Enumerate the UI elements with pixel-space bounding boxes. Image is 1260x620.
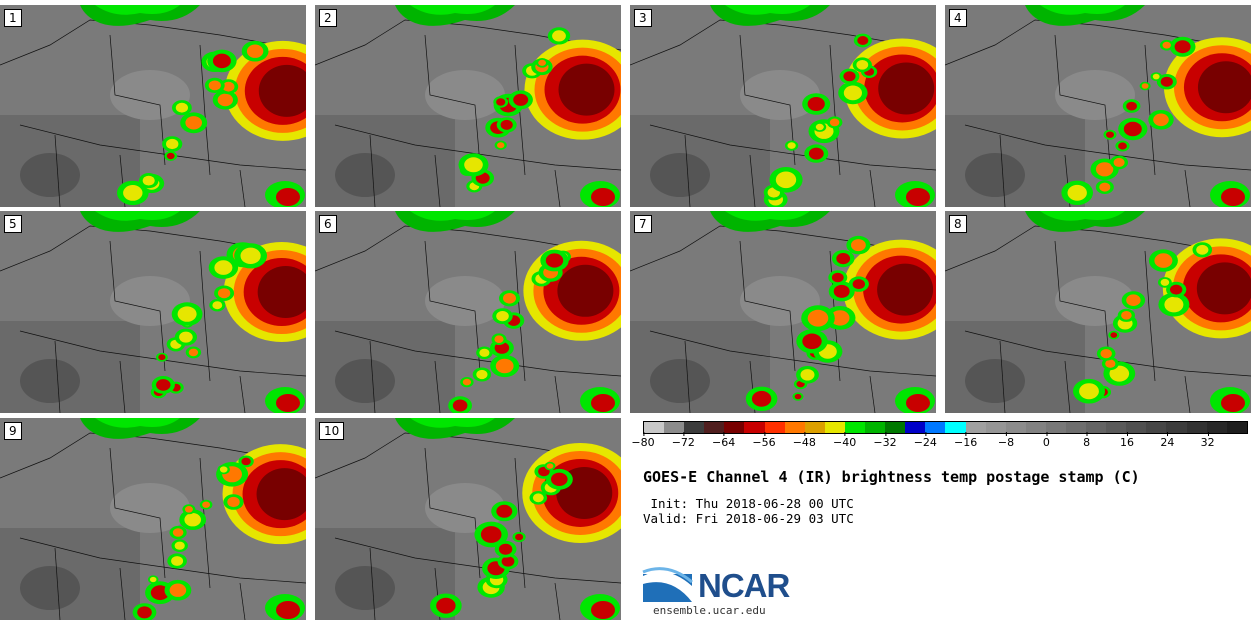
colorbar-swatch bbox=[804, 422, 825, 433]
colorbar-tick-label: 0 bbox=[1042, 432, 1050, 449]
colorbar-swatch bbox=[704, 422, 725, 433]
colorbar-swatch bbox=[724, 422, 745, 433]
website-url: ensemble.ucar.edu bbox=[653, 604, 766, 617]
colorbar-swatch bbox=[945, 422, 966, 433]
colorbar-tick-label: 32 bbox=[1200, 432, 1215, 449]
colorbar-tick-label: −48 bbox=[792, 432, 816, 449]
panel-number-label: 3 bbox=[634, 9, 652, 27]
colorbar-swatch bbox=[1086, 422, 1107, 433]
postage-stamp-panel: 8 bbox=[945, 211, 1251, 413]
colorbar-swatch bbox=[844, 422, 866, 433]
postage-stamp-panel: 5 bbox=[0, 211, 306, 413]
colorbar-swatch bbox=[1206, 422, 1227, 433]
postage-stamp-panel: 9 bbox=[0, 418, 306, 620]
colorbar bbox=[643, 421, 1248, 434]
colorbar-swatch bbox=[1226, 422, 1247, 433]
colorbar-swatch bbox=[644, 422, 665, 433]
valid-time: Valid: Fri 2018-06-29 03 UTC bbox=[643, 511, 854, 526]
postage-stamp-panel: 6 bbox=[315, 211, 621, 413]
panel-number-label: 4 bbox=[949, 9, 967, 27]
colorbar-tick-label: −56 bbox=[752, 432, 776, 449]
colorbar-swatch bbox=[1025, 422, 1046, 433]
postage-stamp-panel: 1 bbox=[0, 5, 306, 207]
postage-stamp-panel: 3 bbox=[630, 5, 936, 207]
colorbar-swatch bbox=[824, 422, 845, 433]
panel-number-label: 9 bbox=[4, 422, 22, 440]
colorbar-tick-labels: −80 −72 −64 −56 −48 −40 −32 −24 −16 −8 0 8 16 24 32 bbox=[631, 432, 1248, 456]
panel-number-label: 10 bbox=[319, 422, 345, 440]
ncar-logo-text: NCAR bbox=[698, 567, 790, 604]
colorbar-tick-label: 24 bbox=[1160, 432, 1175, 449]
colorbar-swatch bbox=[1146, 422, 1167, 433]
colorbar-swatch bbox=[684, 422, 705, 433]
colorbar-swatch bbox=[1106, 422, 1127, 433]
colorbar-tick-label: −40 bbox=[833, 432, 857, 449]
colorbar-swatch bbox=[664, 422, 685, 433]
colorbar-tick-label: −72 bbox=[671, 432, 695, 449]
colorbar-swatch bbox=[1186, 422, 1207, 433]
colorbar-swatch bbox=[1005, 422, 1026, 433]
panel-number-label: 8 bbox=[949, 215, 967, 233]
colorbar-swatch bbox=[1065, 422, 1087, 433]
colorbar-tick-label: −24 bbox=[913, 432, 937, 449]
colorbar-tick-label: −32 bbox=[873, 432, 897, 449]
colorbar-swatch bbox=[865, 422, 886, 433]
panel-number-label: 5 bbox=[4, 215, 22, 233]
colorbar-swatch bbox=[764, 422, 785, 433]
postage-stamp-panel: 7 bbox=[630, 211, 936, 413]
colorbar-swatch bbox=[1045, 422, 1066, 433]
colorbar-tick-label: −64 bbox=[712, 432, 736, 449]
colorbar-swatch bbox=[905, 422, 926, 433]
panel-number-label: 2 bbox=[319, 9, 337, 27]
postage-stamp-panel: 4 bbox=[945, 5, 1251, 207]
colorbar-swatch bbox=[885, 422, 906, 433]
panel-number-label: 7 bbox=[634, 215, 652, 233]
figure-title: GOES-E Channel 4 (IR) brightness temp po… bbox=[643, 468, 1140, 486]
colorbar-tick-label: −80 bbox=[631, 432, 655, 449]
postage-stamp-panel: 2 bbox=[315, 5, 621, 207]
colorbar-swatch bbox=[985, 422, 1006, 433]
colorbar-tick-label: 8 bbox=[1083, 432, 1091, 449]
init-time: Init: Thu 2018-06-28 00 UTC bbox=[643, 496, 854, 511]
colorbar-swatch bbox=[744, 422, 765, 433]
colorbar-swatch bbox=[925, 422, 946, 433]
colorbar-swatch bbox=[784, 422, 805, 433]
colorbar-tick-label: 16 bbox=[1120, 432, 1134, 449]
panel-number-label: 1 bbox=[4, 9, 22, 27]
colorbar-swatch bbox=[1166, 422, 1187, 433]
panel-number-label: 6 bbox=[319, 215, 337, 233]
colorbar-swatch bbox=[965, 422, 986, 433]
postage-stamp-panel: 10 bbox=[315, 418, 621, 620]
colorbar-swatch bbox=[1126, 422, 1147, 433]
colorbar-tick-label: −16 bbox=[954, 432, 978, 449]
colorbar-tick-label: −8 bbox=[997, 432, 1015, 449]
ncar-logo-icon bbox=[642, 567, 693, 602]
